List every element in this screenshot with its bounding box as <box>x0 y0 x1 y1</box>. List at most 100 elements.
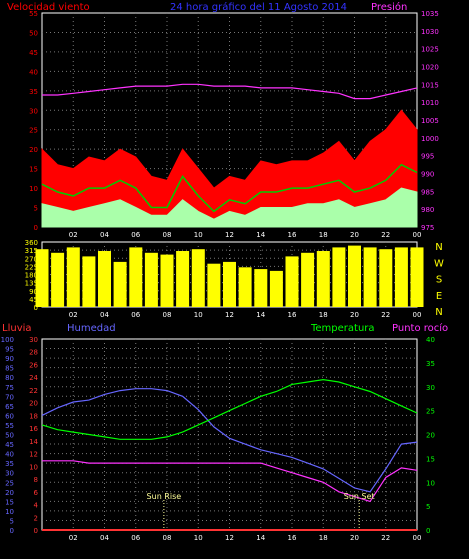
direction-bar <box>348 245 361 307</box>
direction-axis-tick-label: 0 <box>34 304 38 312</box>
temperature-axis-tick-label: 25 <box>426 408 435 416</box>
humidity-axis-tick-label: 90 <box>5 355 14 363</box>
humidity-axis-tick-label: 100 <box>1 336 14 344</box>
direction-bar <box>129 247 143 307</box>
pressure-axis-tick-label: 990 <box>421 171 434 179</box>
humidity-axis-tick-label: 65 <box>5 403 14 411</box>
temperature-axis-tick-label: 5 <box>426 503 430 511</box>
wind-series <box>41 83 418 228</box>
x-tick-label: 02 <box>69 534 78 542</box>
temperature-axis-tick-label: 10 <box>426 479 435 487</box>
rain-axis-tick-label: 26 <box>29 361 38 369</box>
humidity-axis-tick-label: 60 <box>5 412 14 420</box>
rain-label: Lluvia <box>2 323 32 334</box>
dewpoint-label: Punto rocío <box>392 322 448 334</box>
direction-bar <box>238 267 252 307</box>
temperature-axis-tick-label: 0 <box>426 527 430 535</box>
humidity-axis-tick-label: 0 <box>10 527 14 535</box>
wind-axis-tick-label: 45 <box>29 49 38 57</box>
climate-series <box>41 378 418 531</box>
direction-axis-tick-label: 90 <box>29 288 38 296</box>
rain-axis-tick-label: 12 <box>29 451 38 459</box>
temperature-axis-tick-label: 20 <box>426 432 435 440</box>
x-tick-label: 06 <box>131 534 140 542</box>
x-tick-label: 04 <box>100 231 109 239</box>
x-tick-label: 18 <box>319 231 328 239</box>
x-tick-label: 12 <box>225 311 234 319</box>
temperature-axis-tick-label: 35 <box>426 360 435 368</box>
temperature-axis-tick-label: 15 <box>426 455 435 463</box>
x-tick-label: 18 <box>319 534 328 542</box>
humidity-axis-tick-label: 45 <box>5 441 14 449</box>
direction-bar <box>285 256 299 307</box>
compass-label: N <box>435 242 442 253</box>
humidity-axis-tick-label: 25 <box>5 479 14 487</box>
pressure-axis: 975 980 985 990 995 1000 1005 1010 1015 1020 1025 1… <box>421 10 439 232</box>
direction-axis-tick-label: 315 <box>25 247 38 255</box>
sun-event-label: Sun Set <box>344 492 375 501</box>
wind-axis-tick-label: 0 <box>34 224 38 232</box>
rain-axis-tick-label: 8 <box>34 476 38 484</box>
x-tick-label: 06 <box>131 231 140 239</box>
temperature-axis-tick-label: 40 <box>426 336 435 344</box>
humidity-axis-tick-label: 50 <box>5 432 14 440</box>
sun-event-label: Sun Rise <box>147 492 182 501</box>
direction-bar <box>98 251 111 307</box>
humidity-label: Humedad <box>67 323 116 334</box>
compass-label: N <box>435 307 442 318</box>
wind-axis-tick-label: 40 <box>29 68 38 76</box>
pressure-axis-tick-label: 1000 <box>421 135 439 143</box>
direction-bar <box>410 247 424 307</box>
direction-bar <box>223 261 236 307</box>
humidity-axis-tick-label: 10 <box>5 508 14 516</box>
rain-axis-tick-label: 30 <box>29 336 38 344</box>
wind-axis-tick-label: 20 <box>29 146 38 154</box>
direction-bar <box>316 251 330 307</box>
humidity-axis-tick-label: 15 <box>5 498 14 506</box>
pressure-axis-tick-label: 1025 <box>421 46 439 54</box>
direction-series <box>35 245 424 307</box>
wind-axis-tick-label: 5 <box>34 205 38 213</box>
wind-speed-axis: 0 5 10 15 20 25 30 35 40 45 50 55 <box>29 10 38 232</box>
x-tick-label: 20 <box>350 311 359 319</box>
x-tick-label: 00 <box>413 311 422 319</box>
x-tick-label: 20 <box>350 534 359 542</box>
wind-axis-tick-label: 25 <box>29 127 38 135</box>
direction-axis-tick-label: 180 <box>25 272 38 280</box>
wind-average-area <box>41 187 418 228</box>
direction-bar <box>66 247 80 307</box>
direction-axis-tick-label: 135 <box>25 280 38 288</box>
x-tick-label: 12 <box>225 231 234 239</box>
pressure-axis-tick-label: 985 <box>421 188 434 196</box>
direction-bar <box>35 249 49 307</box>
pressure-axis-tick-label: 1015 <box>421 81 439 89</box>
chart-title: 24 hora gráfico del 11 Agosto 2014 <box>170 1 347 13</box>
x-tick-label: 22 <box>381 311 390 319</box>
pressure-axis-tick-label: 1005 <box>421 117 439 125</box>
x-tick-label: 00 <box>413 231 422 239</box>
rain-axis-tick-label: 18 <box>29 412 38 420</box>
rain-axis-tick-label: 2 <box>34 514 38 522</box>
rain-axis-tick-label: 10 <box>29 463 38 471</box>
pressure-label: Presión <box>371 1 407 13</box>
rain-axis-tick-label: 28 <box>29 349 38 357</box>
humidity-axis-tick-label: 35 <box>5 460 14 468</box>
direction-bar <box>144 252 158 307</box>
wind-axis-tick-label: 15 <box>29 166 38 174</box>
direction-bar <box>160 254 174 307</box>
humidity-axis-tick-label: 75 <box>5 384 14 392</box>
sun-events: Sun Rise Sun Set <box>147 492 375 530</box>
x-tick-label: 22 <box>381 534 390 542</box>
x-tick-label: 08 <box>163 311 172 319</box>
x-tick-label: 18 <box>319 311 328 319</box>
x-tick-label: 16 <box>288 311 297 319</box>
x-tick-label: 08 <box>163 534 172 542</box>
rain-axis-tick-label: 14 <box>29 438 38 446</box>
humidity-axis-tick-label: 30 <box>5 470 14 478</box>
humidity-axis-tick-label: 80 <box>5 374 14 382</box>
x-tick-label: 22 <box>381 231 390 239</box>
pressure-axis-tick-label: 980 <box>421 206 434 214</box>
